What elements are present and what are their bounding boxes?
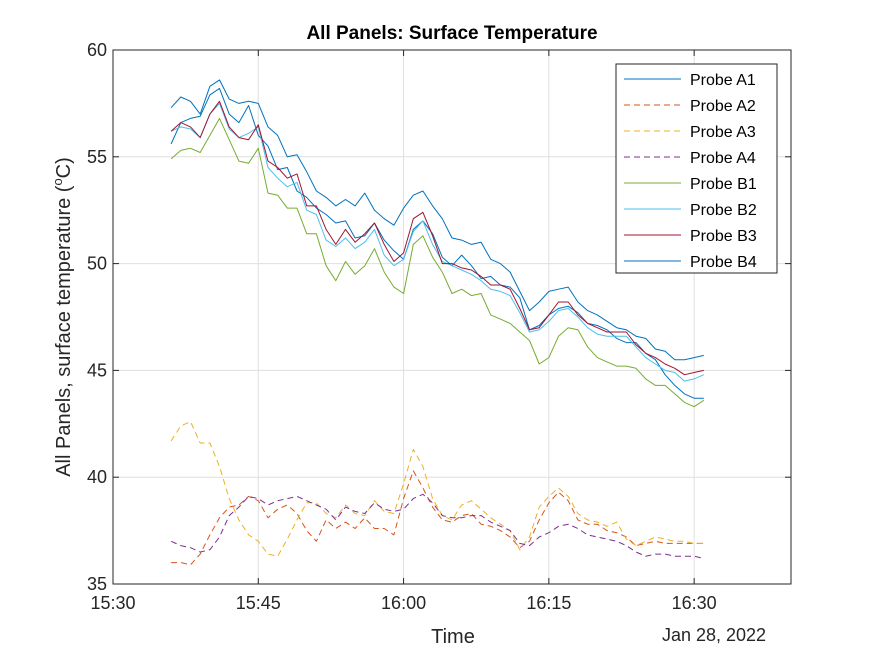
legend-label: Probe A2 (690, 98, 756, 115)
series-line-probe-a3 (170, 421, 704, 557)
y-axis-label: All Panels, surface temperature (oC) (50, 157, 75, 477)
y-tick-label: 50 (87, 254, 107, 274)
series-layer (170, 79, 705, 566)
x-tick-label: 16:00 (381, 593, 426, 613)
x-tick-label: 16:15 (526, 593, 571, 613)
series-line-probe-a2 (171, 470, 704, 566)
x-axis-label: Time (431, 626, 475, 648)
y-tick-label: 45 (87, 360, 107, 380)
date-label: Jan 28, 2022 (662, 625, 766, 645)
plot-box (112, 49, 792, 585)
legend-label: Probe A1 (690, 72, 756, 89)
y-tick-label: 55 (87, 147, 107, 167)
series-line-probe-b2 (170, 102, 704, 382)
y-axis-label-superscript: o (50, 178, 65, 185)
x-tick-label: 15:45 (236, 593, 281, 613)
legend-label: Probe A4 (690, 150, 756, 167)
legend-label: Probe A3 (690, 124, 756, 141)
y-tick-label: 60 (87, 40, 107, 60)
series-line-probe-b1 (170, 117, 705, 408)
y-tick-label: 40 (87, 467, 107, 487)
legend-label: Probe B4 (690, 254, 757, 271)
legend-label: Probe B1 (690, 176, 757, 193)
x-tick-label: 16:30 (672, 593, 717, 613)
legend: Probe A1 Probe A2 Probe A3 Probe A4 Probe B1… (615, 63, 778, 274)
legend-box (615, 63, 778, 274)
ticks: 15:30 15:45 16:00 16:15 16:30 35 40 45 50 55 60 (87, 40, 791, 613)
series-line-probe-b4 (170, 79, 704, 361)
series-line-probe-b3 (170, 100, 704, 376)
y-tick-label: 35 (87, 574, 107, 594)
series-line-probe-a1 (170, 87, 704, 399)
chart-title: All Panels: Surface Temperature (306, 23, 597, 44)
y-axis-label-main: All Panels, surface temperature ( (53, 185, 75, 477)
legend-label: Probe B3 (690, 228, 757, 245)
y-axis-label-unit: C) (53, 157, 75, 178)
series-line-probe-a4 (170, 493, 704, 559)
x-tick-label: 15:30 (90, 593, 135, 613)
legend-label: Probe B2 (690, 202, 757, 219)
